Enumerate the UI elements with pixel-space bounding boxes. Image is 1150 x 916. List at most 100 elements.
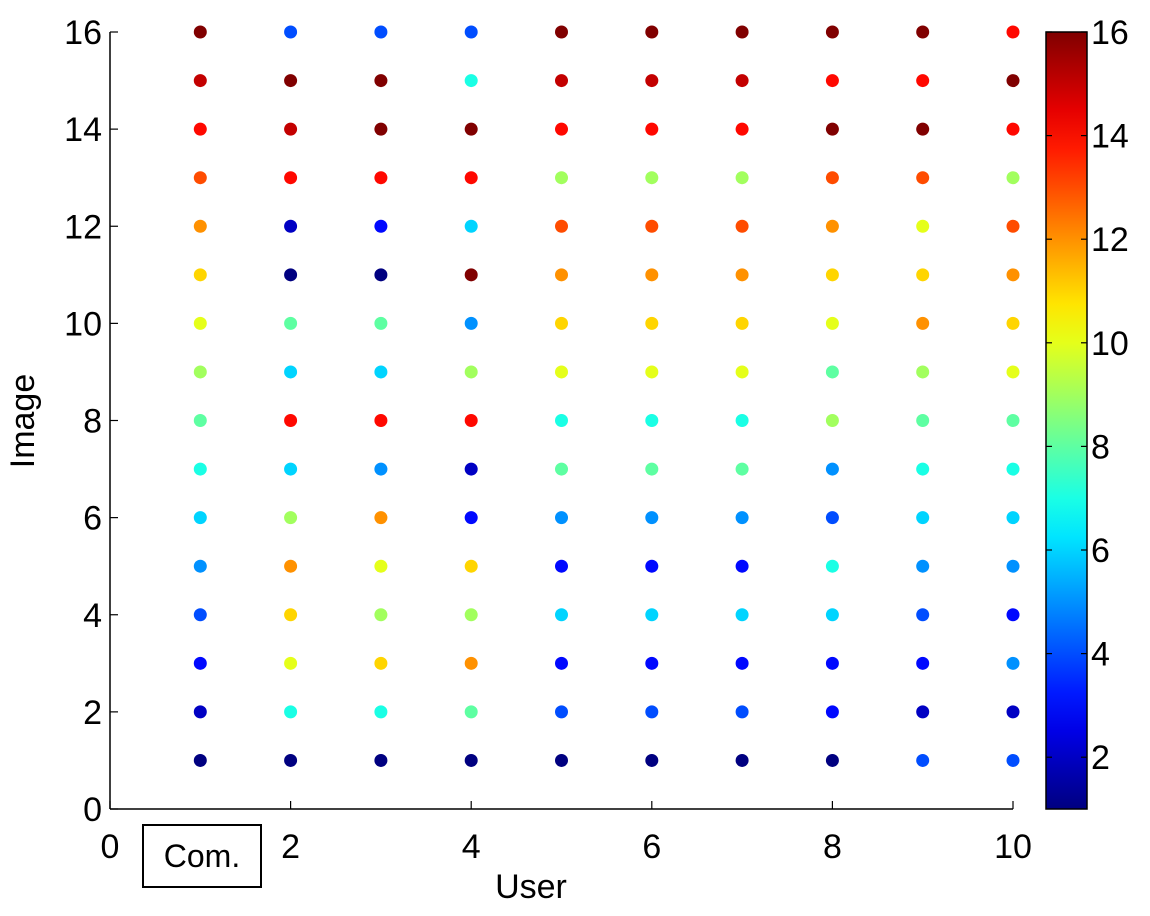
data-point — [825, 316, 839, 330]
data-point — [193, 414, 207, 427]
data-point — [284, 268, 298, 282]
data-point — [555, 268, 568, 282]
data-point — [916, 753, 930, 767]
data-point — [645, 511, 659, 525]
y-tick-label: 0 — [83, 791, 102, 829]
data-point — [555, 608, 568, 622]
data-point — [374, 268, 388, 282]
data-point — [555, 316, 568, 330]
data-point — [735, 559, 749, 573]
data-point — [464, 656, 478, 670]
data-point — [284, 74, 298, 88]
colorbar-tick-label: 12 — [1091, 221, 1129, 259]
data-point — [284, 171, 298, 185]
data-point — [645, 219, 659, 233]
data-point — [645, 365, 659, 379]
data-point — [193, 656, 207, 670]
data-point — [284, 414, 298, 427]
data-point — [825, 74, 839, 88]
com-annotation-box: Com. — [142, 824, 262, 888]
data-point — [1006, 608, 1020, 622]
data-point — [193, 365, 207, 379]
data-point — [464, 608, 478, 622]
y-tick-label: 4 — [83, 597, 102, 635]
data-point — [916, 559, 930, 573]
data-point — [374, 705, 388, 719]
data-point — [374, 753, 388, 767]
y-tick-label: 8 — [83, 403, 102, 441]
data-point — [193, 511, 207, 525]
data-point — [193, 171, 207, 185]
data-point — [193, 316, 207, 330]
data-point — [916, 171, 930, 185]
data-point — [284, 122, 298, 136]
data-point — [374, 608, 388, 622]
data-point — [916, 365, 930, 379]
data-point — [1006, 171, 1020, 185]
y-tick-label: 12 — [64, 208, 102, 246]
data-point — [1006, 219, 1020, 233]
data-point — [645, 608, 659, 622]
data-point — [284, 511, 298, 525]
data-point — [284, 25, 298, 39]
data-point — [735, 608, 749, 622]
data-point — [735, 753, 749, 767]
data-point — [735, 705, 749, 719]
data-point — [825, 705, 839, 719]
data-point — [645, 25, 659, 39]
data-point — [193, 462, 207, 476]
data-point — [193, 219, 207, 233]
data-point — [1006, 559, 1020, 573]
data-point — [916, 608, 930, 622]
data-point — [374, 219, 388, 233]
data-point — [735, 365, 749, 379]
data-point — [916, 414, 930, 427]
data-point — [464, 74, 478, 88]
data-point — [555, 511, 568, 525]
data-point — [1006, 414, 1020, 427]
data-point — [1006, 705, 1020, 719]
x-axis-ticks: 0 2 4 6 8 10 — [101, 801, 1032, 866]
data-point — [645, 414, 659, 427]
data-point — [555, 414, 568, 427]
data-point — [284, 559, 298, 573]
data-point — [464, 753, 478, 767]
x-tick-label: 2 — [281, 828, 300, 866]
data-point — [916, 316, 930, 330]
data-point — [374, 414, 388, 427]
data-point — [193, 268, 207, 282]
data-point — [464, 268, 478, 282]
data-point — [284, 705, 298, 719]
data-point — [916, 25, 930, 39]
data-point — [825, 559, 839, 573]
data-point — [825, 462, 839, 476]
data-point — [284, 656, 298, 670]
data-point — [1006, 656, 1020, 670]
data-point — [916, 219, 930, 233]
data-point — [193, 122, 207, 136]
data-point — [193, 559, 207, 573]
colorbar-tick-label: 10 — [1091, 325, 1129, 363]
data-point — [735, 171, 749, 185]
data-point — [916, 462, 930, 476]
data-point — [374, 462, 388, 476]
y-tick-label: 16 — [64, 14, 102, 52]
data-point — [464, 25, 478, 39]
data-point — [916, 122, 930, 136]
data-point — [825, 25, 839, 39]
data-point — [464, 414, 478, 427]
data-point — [825, 656, 839, 670]
y-axis-ticks: 0 2 4 6 8 10 12 14 16 — [64, 14, 118, 829]
data-point — [1006, 753, 1020, 767]
data-point — [645, 753, 659, 767]
y-tick-label: 10 — [64, 305, 102, 343]
data-point — [1006, 316, 1020, 330]
data-point — [645, 268, 659, 282]
data-point — [916, 74, 930, 88]
data-point — [555, 559, 568, 573]
y-tick-label: 2 — [83, 694, 102, 732]
x-tick-label: 10 — [994, 828, 1032, 866]
data-point — [645, 316, 659, 330]
colorbar-tick-label: 16 — [1091, 14, 1129, 52]
